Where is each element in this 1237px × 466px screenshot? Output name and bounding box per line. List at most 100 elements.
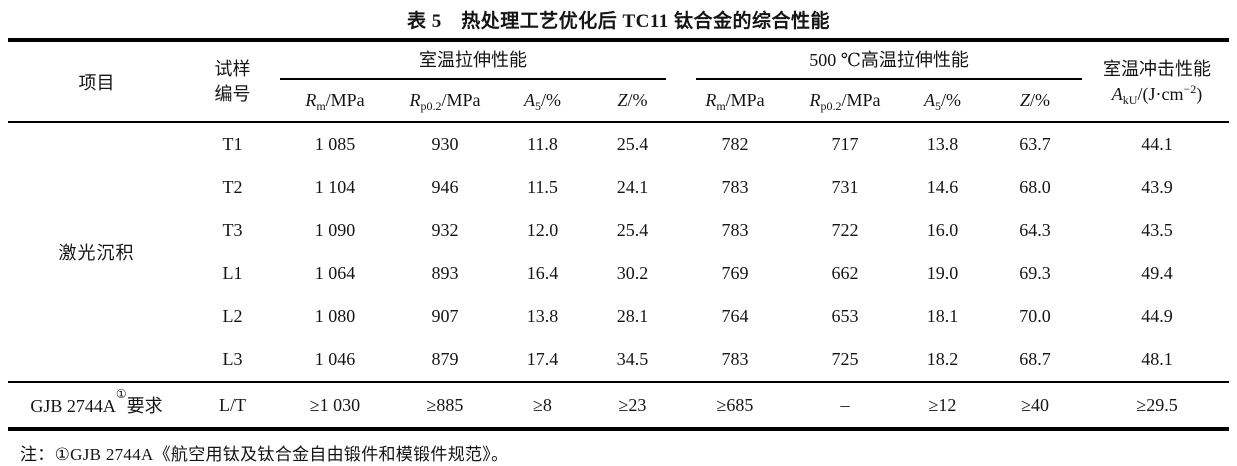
table-row: 激光沉积 T1 1 085 930 11.8 25.4 782 717 13.8 63.7 44.1 xyxy=(8,122,1229,263)
value-cell: 907 xyxy=(431,306,459,326)
value-cell: 782 xyxy=(721,134,749,154)
subscript: m xyxy=(316,99,326,113)
subscript: kU xyxy=(1122,92,1138,107)
table-title: 表 5 热处理工艺优化后 TC11 钛合金的综合性能 xyxy=(406,10,831,32)
value-cell: 25.4 xyxy=(616,134,649,154)
subscript: p0.2 xyxy=(420,99,442,113)
value-cell: 30.2 xyxy=(616,263,649,283)
value-cell: 17.4 xyxy=(526,349,559,369)
value-cell: 43.9 xyxy=(1141,177,1173,197)
subscript: p0.2 xyxy=(820,99,842,113)
value-cell: 68.0 xyxy=(1019,177,1051,197)
group-header-label: 500 ℃高温拉伸性能 xyxy=(696,42,1083,80)
requirement-label-cell: GJB 2744A①要求 xyxy=(8,381,185,429)
requirement-value-cell: ≥40 xyxy=(985,381,1086,429)
symbol: R xyxy=(705,90,717,110)
table-body: 激光沉积 T1 1 085 930 11.8 25.4 782 717 13.8 63.7 44.1… xyxy=(8,122,1229,382)
value-cell: 1 080 xyxy=(314,306,356,326)
value-cell: 13.8 xyxy=(926,134,959,154)
unit: ) xyxy=(1196,83,1203,104)
value-cell: 63.7 xyxy=(1019,134,1051,154)
value-cell: 14.6 xyxy=(926,177,959,197)
requirement-value-cell: ≥23 xyxy=(585,381,680,429)
value-cell: 68.7 xyxy=(1019,349,1051,369)
table-row: L2 1 080 907 13.8 28.1 764 653 18.1 70.0 44.9 xyxy=(8,295,1229,338)
value-cell: 19.0 xyxy=(926,263,959,283)
symbol: A xyxy=(1111,83,1123,104)
value-cell: 70.0 xyxy=(1019,306,1051,326)
value-cell: 16.0 xyxy=(926,220,959,240)
value-cell: 946 xyxy=(431,177,459,197)
footnote-mark: ① xyxy=(115,387,127,401)
requirement-label-suffix: 要求 xyxy=(126,396,163,416)
unit: /% xyxy=(941,90,961,110)
unit: /MPa xyxy=(441,90,481,110)
subscript: 5 xyxy=(935,99,941,113)
table-row: T2 1 104 946 11.5 24.1 783 731 14.6 68.0 43.9 xyxy=(8,166,1229,209)
column-header-a5-rt: A5/% xyxy=(500,80,585,122)
value-cell: 24.1 xyxy=(616,177,649,197)
value-cell: 764 xyxy=(721,306,749,326)
column-header-rm-ht: Rm/MPa xyxy=(680,80,790,122)
symbol: Z xyxy=(617,90,628,110)
value-cell: 662 xyxy=(831,263,859,283)
column-header-sample: 试样 编号 xyxy=(214,59,251,104)
value-cell: 18.2 xyxy=(926,349,959,369)
column-header-project: 项目 xyxy=(78,72,115,93)
column-header-rm-rt: Rm/MPa xyxy=(280,80,390,122)
value-cell: 28.1 xyxy=(616,306,649,326)
value-cell: 49.4 xyxy=(1141,263,1173,283)
column-header-z-rt: Z/% xyxy=(585,80,680,122)
value-cell: 1 085 xyxy=(314,134,356,154)
value-cell: 18.1 xyxy=(926,306,959,326)
requirement-value-cell: ≥685 xyxy=(680,381,790,429)
value-cell: 769 xyxy=(721,263,749,283)
value-cell: 731 xyxy=(831,177,859,197)
value-cell: 11.8 xyxy=(527,134,558,154)
value-cell: 48.1 xyxy=(1141,349,1173,369)
value-cell: 722 xyxy=(831,220,859,240)
table-row: L3 1 046 879 17.4 34.5 783 725 18.2 68.7 48.1 xyxy=(8,338,1229,382)
value-cell: 25.4 xyxy=(616,220,649,240)
column-header-z-ht: Z/% xyxy=(985,80,1085,122)
value-cell: 64.3 xyxy=(1019,220,1051,240)
superscript: −2 xyxy=(1183,81,1197,96)
requirement-value-cell: ≥1 030 xyxy=(280,381,390,429)
column-header-rp02-ht: Rp0.2/MPa xyxy=(790,80,900,122)
value-cell: 653 xyxy=(831,306,859,326)
value-cell: 13.8 xyxy=(526,306,559,326)
value-cell: 44.9 xyxy=(1141,306,1173,326)
group-header-high-temp-tensile: 500 ℃高温拉伸性能 xyxy=(680,40,1085,80)
column-header-rp02-rt: Rp0.2/MPa xyxy=(390,80,500,122)
column-header-impact: 室温冲击性能 AkU/(J·cm−2) xyxy=(1085,40,1229,122)
header-sub-row: Rm/MPa Rp0.2/MPa A5/% Z/% Rm/MPa Rp0.2/M… xyxy=(8,80,1229,122)
impact-header-text: 室温冲击性能 xyxy=(1103,59,1212,80)
unit: /MPa xyxy=(841,90,881,110)
value-cell: 783 xyxy=(721,177,749,197)
column-header-a5-ht: A5/% xyxy=(900,80,985,122)
value-cell: 725 xyxy=(831,349,859,369)
sample-id-cell: T1 xyxy=(222,134,243,154)
requirement-value-cell: ≥12 xyxy=(900,381,985,429)
symbol: R xyxy=(305,90,317,110)
requirement-row: GJB 2744A①要求 L/T ≥1 030 ≥885 ≥8 ≥23 ≥685… xyxy=(8,381,1230,429)
unit: /% xyxy=(627,90,648,110)
sample-id-cell: T3 xyxy=(222,220,243,240)
value-cell: 12.0 xyxy=(526,220,559,240)
value-cell: 1 104 xyxy=(314,177,356,197)
unit: /MPa xyxy=(725,90,765,110)
subscript: 5 xyxy=(535,99,541,113)
unit: /% xyxy=(541,90,561,110)
sample-id-cell: L3 xyxy=(222,349,243,369)
symbol: A xyxy=(924,90,935,110)
value-cell: 34.5 xyxy=(616,349,649,369)
project-group-cell: 激光沉积 xyxy=(58,243,135,263)
value-cell: 1 064 xyxy=(314,263,356,283)
value-cell: 16.4 xyxy=(526,263,559,283)
symbol: R xyxy=(409,90,421,110)
properties-table: 项目 试样 编号 室温拉伸性能 500 ℃高温拉伸性能 室温冲击性能 AkU/(… xyxy=(8,38,1230,431)
symbol: R xyxy=(809,90,821,110)
value-cell: 44.1 xyxy=(1141,134,1173,154)
unit: /% xyxy=(1030,90,1051,110)
